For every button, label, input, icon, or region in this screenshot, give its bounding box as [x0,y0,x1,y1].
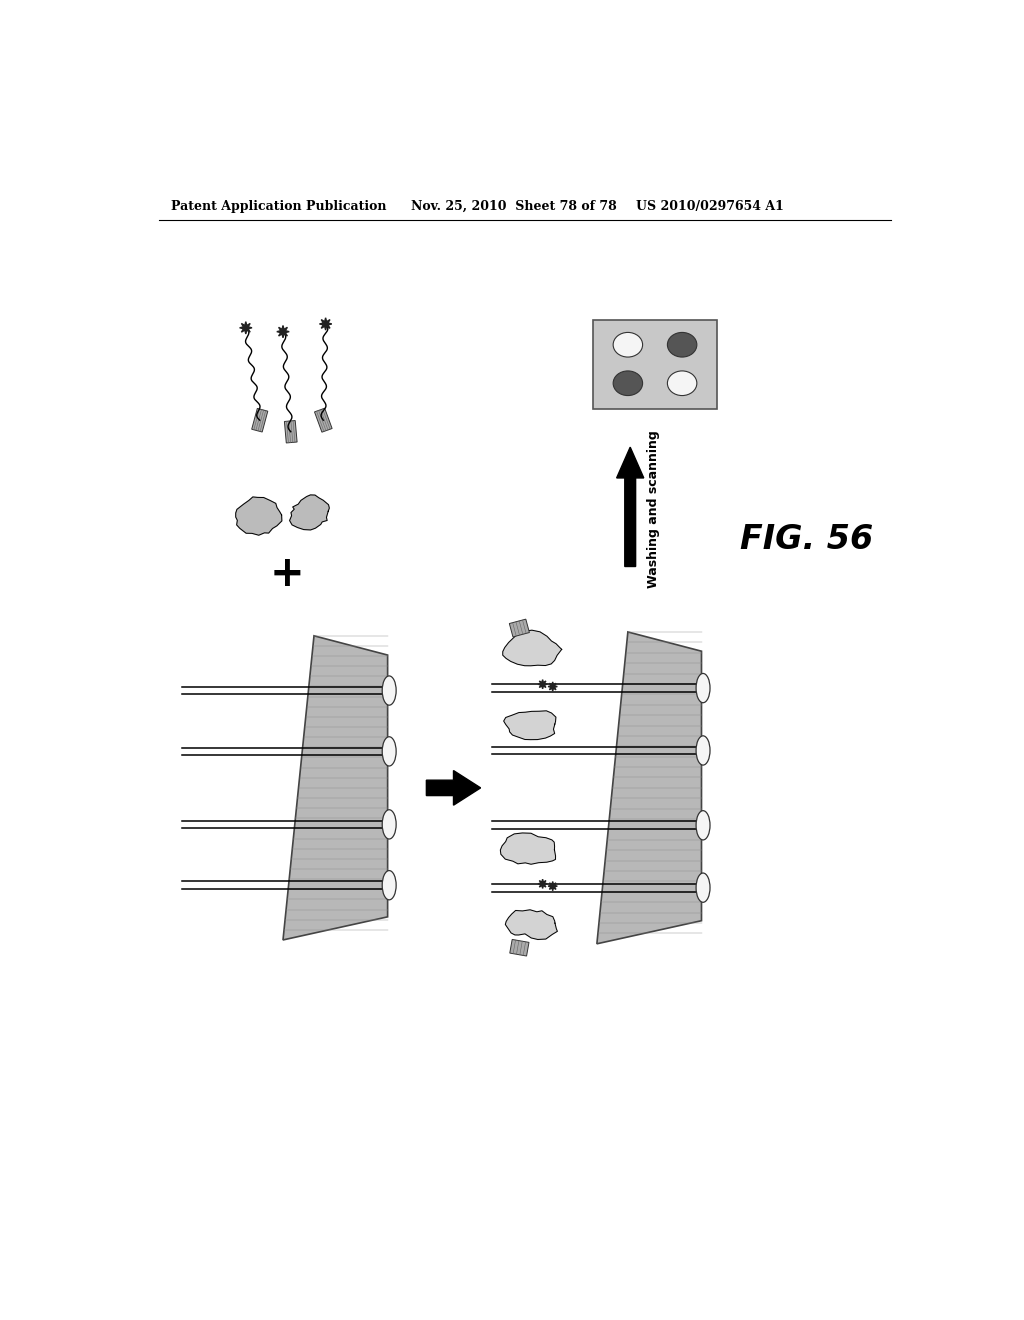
Polygon shape [290,495,330,529]
Polygon shape [548,682,557,692]
Text: US 2010/0297654 A1: US 2010/0297654 A1 [636,199,783,213]
Text: +: + [269,553,304,595]
Ellipse shape [696,735,710,766]
Ellipse shape [613,371,643,396]
Ellipse shape [696,673,710,702]
Ellipse shape [382,737,396,766]
Ellipse shape [696,873,710,903]
Polygon shape [548,882,557,891]
Bar [509,619,529,638]
Bar [252,408,268,432]
Bar [593,321,717,409]
Polygon shape [538,879,547,888]
Ellipse shape [382,871,396,900]
Polygon shape [236,496,282,535]
Polygon shape [538,680,547,689]
Bar [314,408,332,432]
Polygon shape [276,326,289,338]
Text: Nov. 25, 2010  Sheet 78 of 78: Nov. 25, 2010 Sheet 78 of 78 [411,199,616,213]
Text: Washing and scanning: Washing and scanning [647,430,660,587]
Text: FIG. 56: FIG. 56 [740,523,873,556]
Ellipse shape [668,371,697,396]
Polygon shape [240,322,252,334]
Polygon shape [319,318,332,330]
Ellipse shape [382,676,396,705]
Polygon shape [597,632,701,944]
Ellipse shape [696,810,710,840]
FancyArrow shape [616,447,644,566]
Bar [285,421,297,444]
Ellipse shape [668,333,697,358]
Text: Patent Application Publication: Patent Application Publication [171,199,386,213]
Polygon shape [283,636,388,940]
Ellipse shape [382,809,396,840]
Polygon shape [503,630,562,665]
Bar [510,940,529,956]
Ellipse shape [613,333,643,358]
FancyArrow shape [426,771,480,805]
Polygon shape [501,833,556,865]
Polygon shape [504,710,556,739]
Polygon shape [505,909,557,940]
